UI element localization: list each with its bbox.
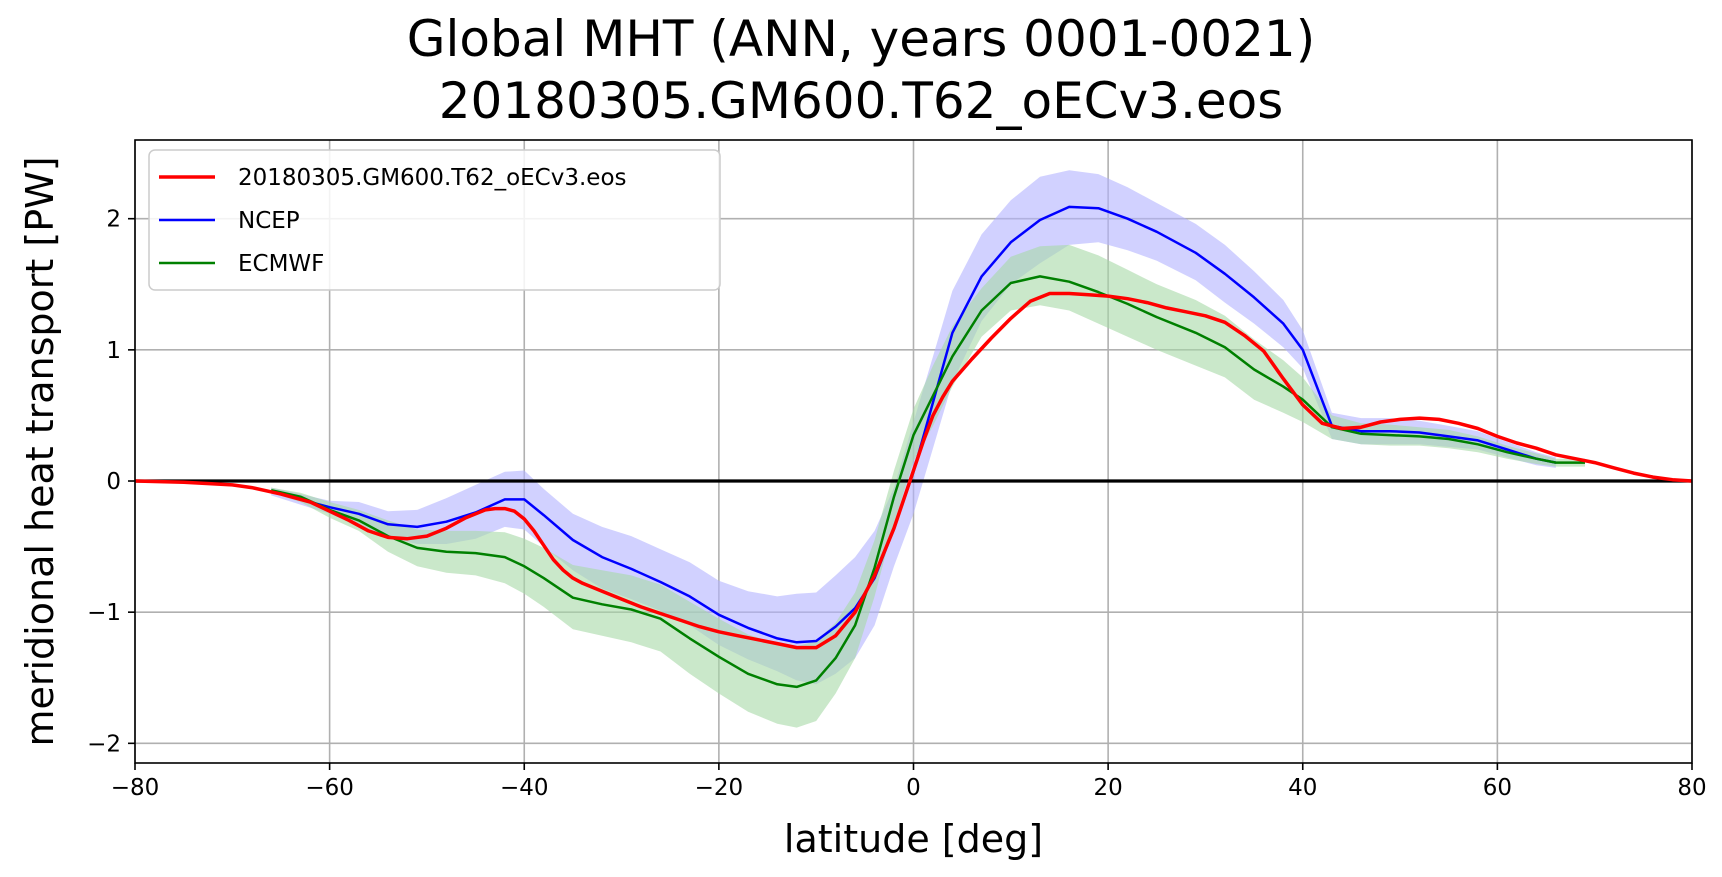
chart-title-line-2: 20180305.GM600.T62_oECv3.eos: [438, 72, 1284, 130]
y-tick-label: −1: [87, 600, 121, 626]
x-tick-label: −20: [695, 775, 744, 801]
y-tick-label: 0: [106, 469, 121, 495]
x-tick-label: 20: [1093, 775, 1122, 801]
y-tick-label: −2: [87, 731, 121, 757]
x-tick-label: 40: [1288, 775, 1317, 801]
chart-title-line-1: Global MHT (ANN, years 0001-0021): [406, 10, 1316, 68]
band-ecmwf: [271, 244, 1586, 728]
legend-box: [148, 149, 721, 291]
x-tick-label: −80: [111, 775, 160, 801]
legend-label-ecmwf: ECMWF: [238, 251, 324, 277]
series-line-ecmwf: [270, 275, 1585, 689]
x-tick-label: 80: [1677, 775, 1706, 801]
x-tick-label: 0: [906, 775, 921, 801]
x-tick-label: −60: [305, 775, 354, 801]
y-axis-label: meridional heat transport [PW]: [18, 156, 62, 746]
series-line-20180305-gm600-t62-oecv3-eos: [135, 291, 1692, 650]
legend-label-ncep: NCEP: [238, 208, 300, 234]
x-tick-label: −40: [500, 775, 549, 801]
legend-label-model: 20180305.GM600.T62_oECv3.eos: [238, 165, 627, 191]
y-tick-label: 2: [106, 207, 121, 233]
x-axis-label: latitude [deg]: [784, 817, 1043, 861]
axis-ticks: −80 −60 −40 −20 0 20 40 60 80 −2 −1 0 1 2: [87, 207, 1707, 801]
y-tick-label: 1: [106, 338, 121, 364]
data-series: [135, 205, 1692, 689]
legend: 20180305.GM600.T62_oECv3.eos NCEP ECMWF: [148, 149, 721, 291]
uncertainty-bands: [271, 170, 1586, 728]
x-tick-label: 60: [1483, 775, 1512, 801]
